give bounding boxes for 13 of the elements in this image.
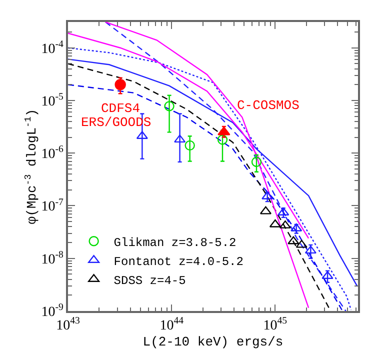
y-tick-label: 10$^{-8}$ — [41, 249, 64, 268]
legend-label: Fontanot z=4.0-5.2 — [114, 254, 244, 269]
annotation: CDFS4 — [101, 101, 140, 116]
y-tick-label: 10$^{-4}$ — [41, 38, 64, 57]
x-tick-label: 10$^{44}$ — [160, 316, 184, 334]
x-axis-title: L(2-10 keV) ergs/s — [142, 334, 284, 350]
annotation: C-COSMOS — [237, 98, 300, 113]
legend-label: Glikman z=3.8-5.2 — [114, 236, 236, 250]
y-tick-label: 10$^{-5}$ — [41, 92, 64, 110]
y-tick-label: 10$^{-7}$ — [41, 196, 64, 215]
x-tick-label: 10$^{45}$ — [263, 316, 288, 334]
legend-label: SDSS z=4-5 — [114, 274, 186, 288]
y-tick-label: 10$^{-6}$ — [41, 144, 64, 162]
